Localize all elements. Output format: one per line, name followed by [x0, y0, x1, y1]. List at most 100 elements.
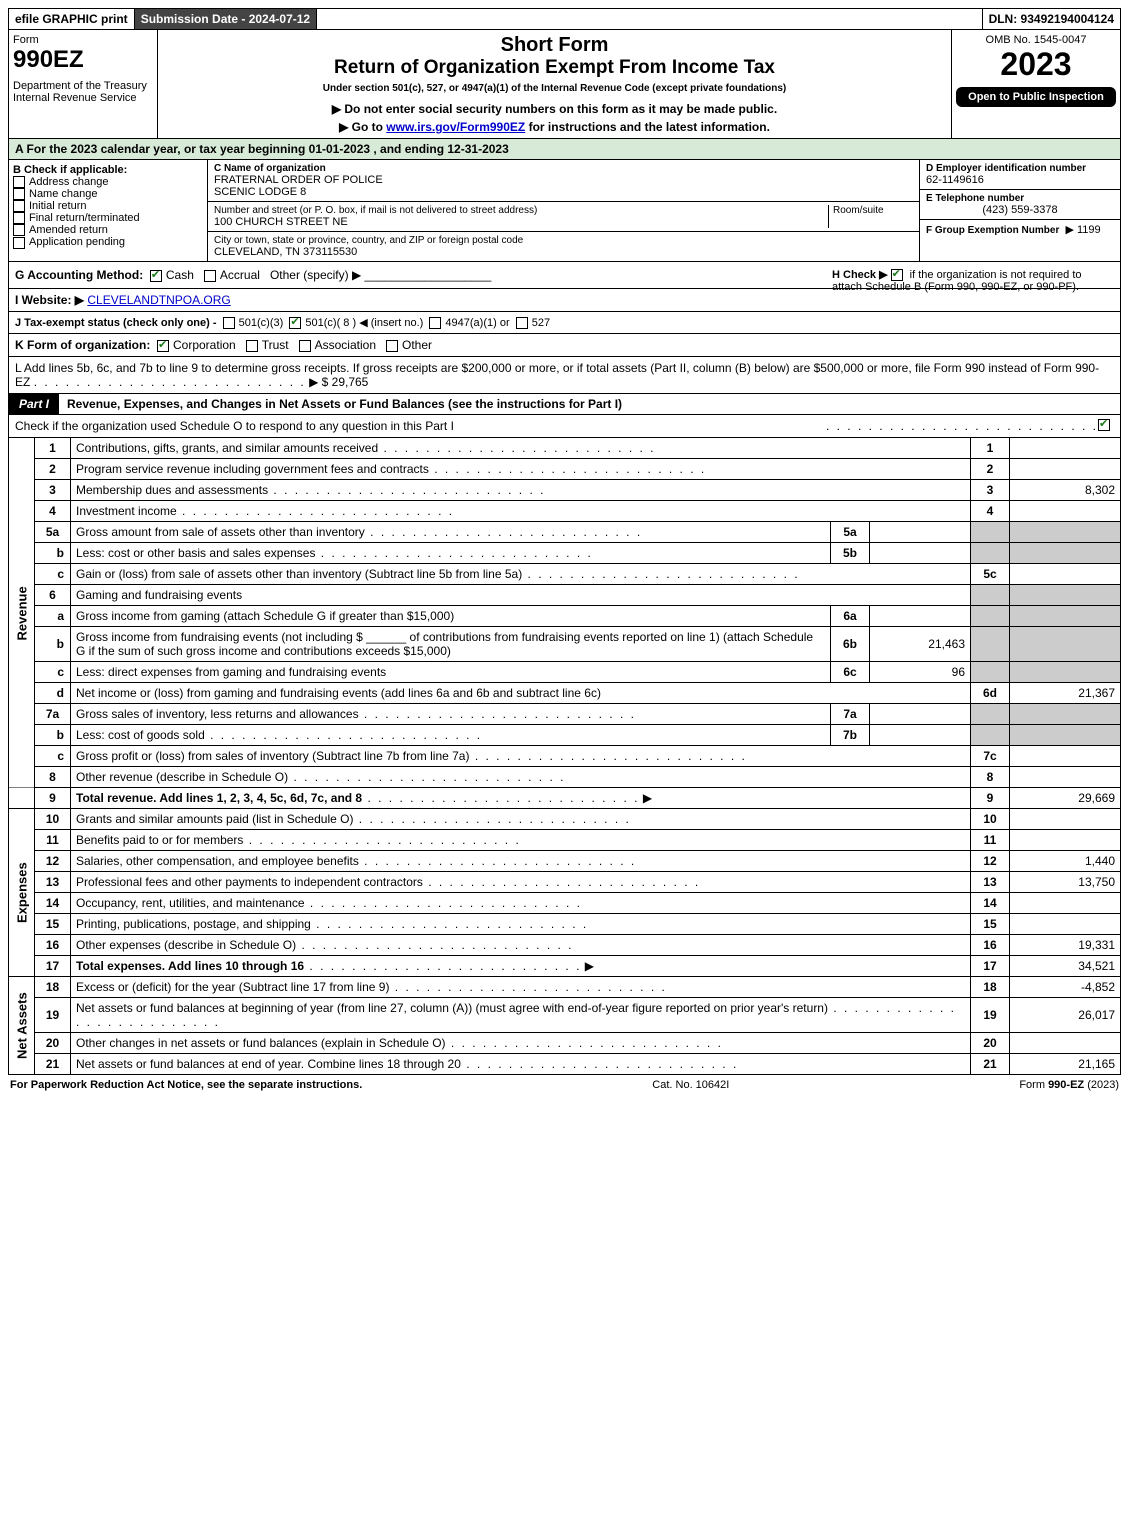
line-amount [1010, 809, 1121, 830]
line-desc: Less: direct expenses from gaming and fu… [76, 665, 386, 679]
check-schedule-o[interactable] [1098, 419, 1110, 431]
check-corporation[interactable] [157, 340, 169, 352]
line-desc: Benefits paid to or for members [76, 833, 243, 847]
check-501c[interactable] [289, 317, 301, 329]
line-ref: 9 [971, 788, 1010, 809]
dln-number: DLN: 93492194004124 [982, 9, 1120, 29]
shaded-cell [1010, 662, 1121, 683]
shaded-cell [971, 606, 1010, 627]
dept-treasury: Department of the Treasury [13, 80, 153, 92]
check-final-return[interactable] [13, 212, 25, 224]
check-trust[interactable] [246, 340, 258, 352]
line-desc: Net income or (loss) from gaming and fun… [76, 686, 601, 700]
check-cash[interactable] [150, 270, 162, 282]
col-c-org: C Name of organization FRATERNAL ORDER O… [208, 160, 920, 261]
line-ref: 8 [971, 767, 1010, 788]
line-num: 12 [35, 851, 71, 872]
dept-irs: Internal Revenue Service [13, 92, 153, 104]
line-ref: 13 [971, 872, 1010, 893]
shaded-cell [1010, 606, 1121, 627]
line-amount: 26,017 [1010, 998, 1121, 1033]
line-num: 19 [35, 998, 71, 1033]
revenue-table: Revenue 1 Contributions, gifts, grants, … [8, 438, 1121, 1075]
open-public-badge: Open to Public Inspection [956, 87, 1116, 107]
d-ein-label: D Employer identification number [926, 163, 1114, 174]
check-address-change[interactable] [13, 176, 25, 188]
shaded-cell [1010, 704, 1121, 725]
opt-527: 527 [532, 317, 550, 329]
check-name-change[interactable] [13, 188, 25, 200]
tax-year: 2023 [956, 46, 1116, 83]
line-ref: 5c [971, 564, 1010, 585]
line-ref: 1 [971, 438, 1010, 459]
line-amount: 1,440 [1010, 851, 1121, 872]
inner-label: 6b [831, 627, 870, 662]
efile-label[interactable]: efile GRAPHIC print [9, 9, 135, 29]
line-num: 21 [35, 1054, 71, 1075]
line-desc: Gaming and fundraising events [76, 588, 242, 602]
expenses-side-label: Expenses [9, 809, 35, 977]
header-left: Form 990EZ Department of the Treasury In… [9, 30, 158, 138]
line-num: 11 [35, 830, 71, 851]
line-desc: Gross amount from sale of assets other t… [76, 525, 365, 539]
line-num: a [35, 606, 71, 627]
check-schedule-b[interactable] [891, 269, 903, 281]
city-value: CLEVELAND, TN 373115530 [214, 246, 913, 258]
line-num: c [35, 746, 71, 767]
revenue-side-label: Revenue [9, 438, 35, 788]
check-initial-return[interactable] [13, 200, 25, 212]
check-501c3[interactable] [223, 317, 235, 329]
form-number: 990EZ [13, 46, 153, 74]
line-num: 6 [35, 585, 71, 606]
tax-period: A For the 2023 calendar year, or tax yea… [8, 139, 1121, 160]
l-amount: $ 29,765 [322, 375, 369, 389]
address-change-label: Address change [29, 176, 109, 188]
form-header: Form 990EZ Department of the Treasury In… [8, 30, 1121, 139]
line-num: 9 [35, 788, 71, 809]
line-num: 16 [35, 935, 71, 956]
check-application-pending[interactable] [13, 237, 25, 249]
irs-link[interactable]: www.irs.gov/Form990EZ [386, 120, 525, 134]
line-desc: Less: cost or other basis and sales expe… [76, 546, 315, 560]
line-desc: Printing, publications, postage, and shi… [76, 917, 311, 931]
col-def: D Employer identification number 62-1149… [920, 160, 1120, 261]
inner-val [870, 704, 971, 725]
line-num: 2 [35, 459, 71, 480]
line-ref: 2 [971, 459, 1010, 480]
footer: For Paperwork Reduction Act Notice, see … [8, 1075, 1121, 1095]
org-name-1: FRATERNAL ORDER OF POLICE [214, 174, 913, 186]
section-bcd: B Check if applicable: Address change Na… [8, 160, 1121, 262]
goto-instructions: Go to www.irs.gov/Form990EZ for instruct… [352, 120, 770, 134]
amended-return-label: Amended return [29, 224, 108, 236]
final-return-label: Final return/terminated [29, 212, 140, 224]
arrow-icon [339, 120, 352, 134]
line-ref: 4 [971, 501, 1010, 522]
line-ref: 15 [971, 914, 1010, 935]
line-desc-1: Gross income from fundraising events (no… [76, 630, 363, 644]
check-4947[interactable] [429, 317, 441, 329]
check-accrual[interactable] [204, 270, 216, 282]
check-association[interactable] [299, 340, 311, 352]
shaded-cell [1010, 725, 1121, 746]
check-other[interactable] [386, 340, 398, 352]
check-527[interactable] [516, 317, 528, 329]
line-amount: 8,302 [1010, 480, 1121, 501]
opt-other: Other [402, 338, 432, 352]
gh-row: G Accounting Method: Cash Accrual Other … [8, 262, 1121, 289]
header-right: OMB No. 1545-0047 2023 Open to Public In… [952, 30, 1120, 138]
shaded-cell [971, 662, 1010, 683]
line-num: c [35, 662, 71, 683]
line-ref: 6d [971, 683, 1010, 704]
opt-501c3: 501(c)(3) [239, 317, 284, 329]
line-desc: Contributions, gifts, grants, and simila… [76, 441, 378, 455]
line-amount [1010, 501, 1121, 522]
shaded-cell [1010, 543, 1121, 564]
line-desc: Less: cost of goods sold [76, 728, 205, 742]
header-center: Short Form Return of Organization Exempt… [158, 30, 952, 138]
check-amended-return[interactable] [13, 224, 25, 236]
line-amount: -4,852 [1010, 977, 1121, 998]
h-label: H Check ▶ [832, 269, 888, 281]
website-link[interactable]: CLEVELANDTNPOA.ORG [87, 293, 230, 307]
shaded-cell [971, 627, 1010, 662]
line-desc: Total expenses. Add lines 10 through 16 [76, 959, 304, 973]
